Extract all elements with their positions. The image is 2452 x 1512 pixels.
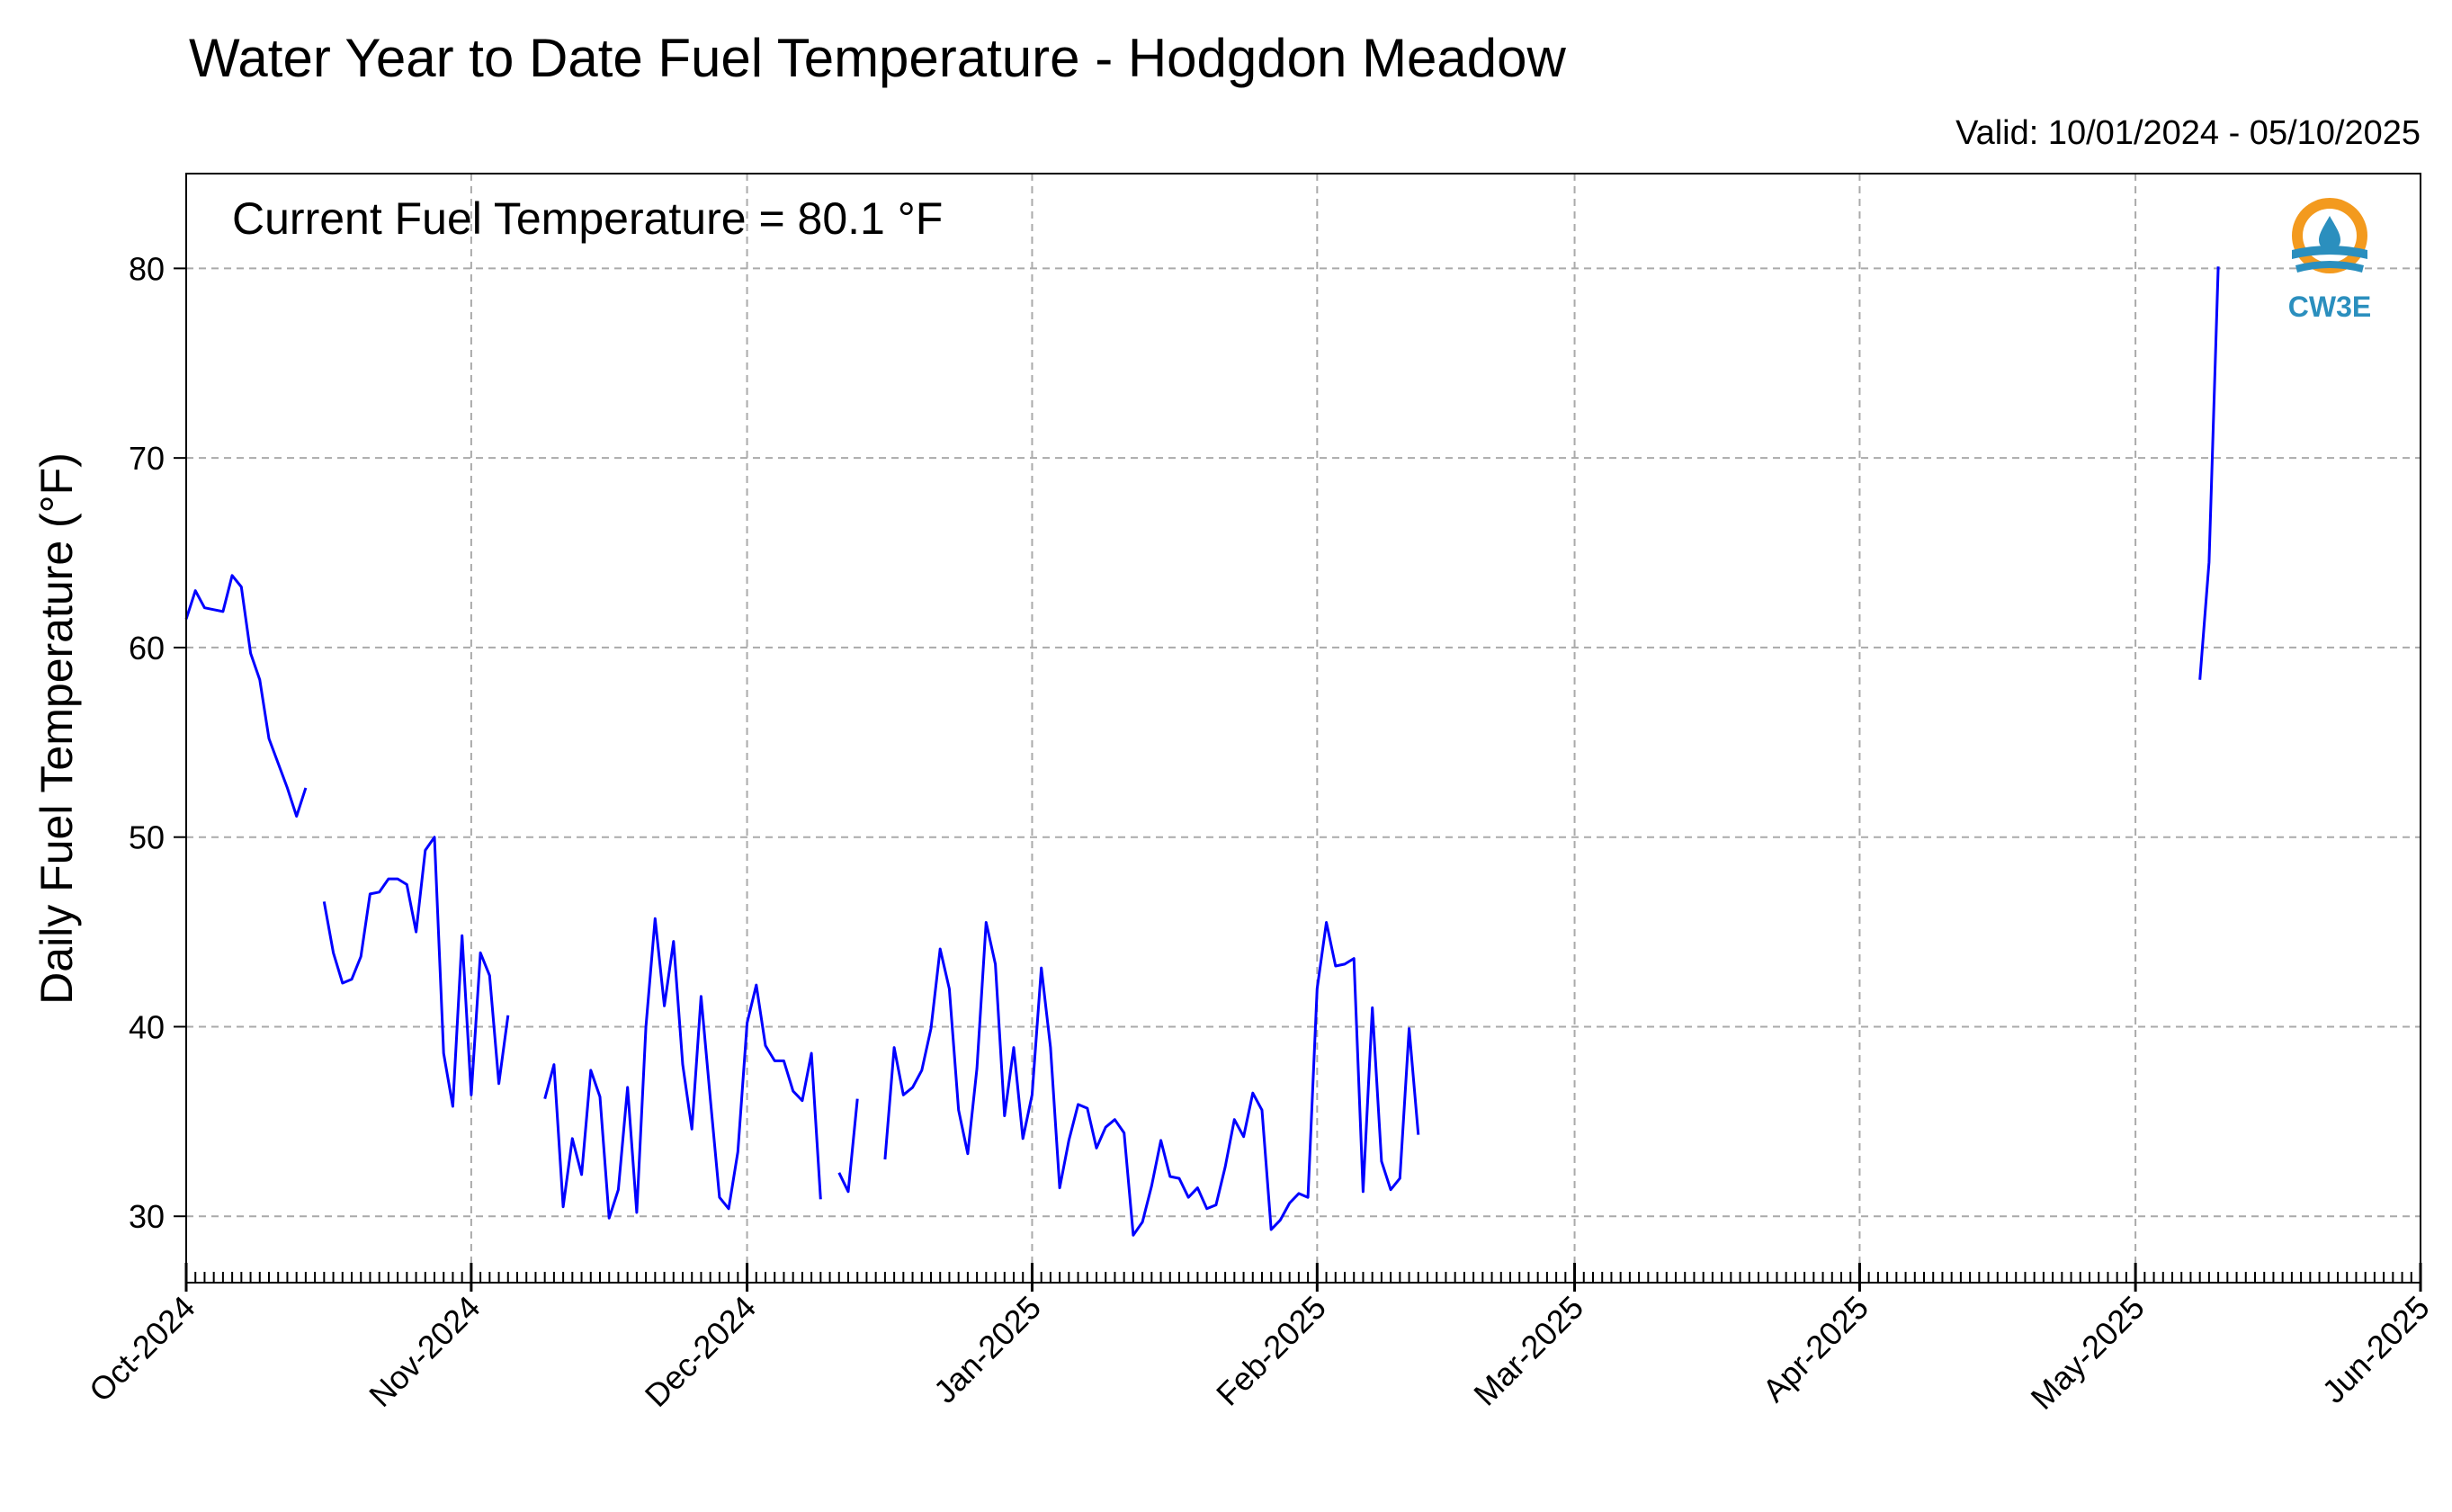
y-tick-label: 60 — [129, 630, 165, 667]
y-tick-label: 50 — [129, 819, 165, 856]
grid-lines — [185, 174, 2421, 1283]
cw3e-logo: CW3E — [2288, 198, 2371, 323]
logo-text: CW3E — [2288, 291, 2371, 323]
chart-title: Water Year to Date Fuel Temperature - Ho… — [189, 28, 1567, 88]
x-tick-label: Oct-2024 — [82, 1289, 202, 1409]
series-segment — [837, 1098, 859, 1194]
x-tick-label: Mar-2025 — [1466, 1289, 1590, 1413]
current-temperature-annotation: Current Fuel Temperature = 80.1 °F — [232, 193, 943, 244]
y-tick-label: 40 — [129, 1008, 165, 1045]
x-axis-ticks: Oct-2024 Nov-2024 Dec-2024 Jan-2025 Feb-2025… — [82, 1263, 2437, 1417]
wave-icon-2 — [2295, 261, 2364, 273]
x-tick-label: Nov-2024 — [362, 1289, 487, 1414]
y-tick-label: 70 — [129, 440, 165, 477]
plot-frame — [185, 173, 2421, 1284]
water-drop-icon — [2319, 216, 2340, 251]
x-tick-label: Apr-2025 — [1755, 1289, 1875, 1409]
series-segment — [543, 917, 822, 1220]
series-segment — [322, 836, 510, 1108]
y-axis-ticks: 30 40 50 60 70 80 — [129, 250, 186, 1235]
wave-icon — [2292, 246, 2367, 259]
series-segment — [883, 921, 1420, 1237]
x-tick-label: Feb-2025 — [1209, 1289, 1333, 1413]
x-tick-label: May-2025 — [2024, 1289, 2152, 1417]
x-tick-label: Dec-2024 — [638, 1289, 763, 1414]
series-segment — [184, 574, 308, 818]
y-tick-label: 30 — [129, 1198, 165, 1235]
series-lines — [184, 266, 2220, 1237]
y-tick-label: 80 — [129, 250, 165, 287]
chart-subtitle: Valid: 10/01/2024 - 05/10/2025 — [1955, 114, 2421, 152]
x-tick-label: Jan-2025 — [926, 1289, 1048, 1410]
y-axis-label: Daily Fuel Temperature (°F) — [31, 452, 82, 1005]
x-tick-label: Jun-2025 — [2315, 1289, 2437, 1410]
series-segment — [2198, 266, 2220, 680]
